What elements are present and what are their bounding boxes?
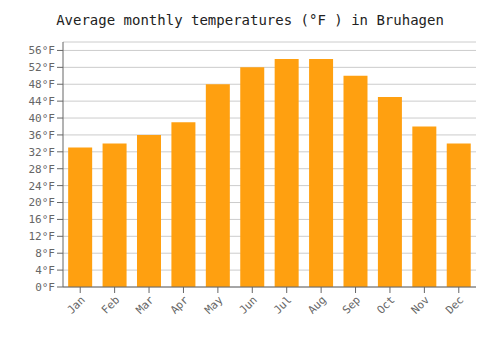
svg-text:24°F: 24°F <box>29 180 56 193</box>
svg-text:36°F: 36°F <box>29 129 56 142</box>
svg-text:48°F: 48°F <box>29 78 56 91</box>
svg-text:Jul: Jul <box>271 293 294 316</box>
svg-text:Feb: Feb <box>99 293 122 316</box>
svg-text:0°F: 0°F <box>35 281 55 294</box>
svg-text:Apr: Apr <box>168 293 192 317</box>
svg-text:28°F: 28°F <box>29 163 56 176</box>
svg-text:52°F: 52°F <box>29 61 56 74</box>
svg-text:8°F: 8°F <box>35 247 55 260</box>
svg-text:4°F: 4°F <box>35 264 55 277</box>
svg-text:16°F: 16°F <box>29 213 56 226</box>
svg-text:12°F: 12°F <box>29 230 56 243</box>
svg-text:44°F: 44°F <box>29 95 56 108</box>
svg-text:May: May <box>202 293 226 317</box>
svg-text:Mar: Mar <box>133 293 157 317</box>
svg-text:Jun: Jun <box>237 293 260 316</box>
svg-text:Oct: Oct <box>374 293 397 316</box>
svg-text:20°F: 20°F <box>29 196 56 209</box>
html-text:Average monthly temperatures (: Average monthly temperatures (°F ) in Br… <box>56 12 444 28</box>
svg-text:Dec: Dec <box>443 293 466 316</box>
svg-text:Nov: Nov <box>409 293 433 317</box>
svg-text:56°F: 56°F <box>29 44 56 57</box>
svg-text:Sep: Sep <box>340 293 363 316</box>
svg-text:32°F: 32°F <box>29 146 56 159</box>
svg-text:40°F: 40°F <box>29 112 56 125</box>
svg-text:Jan: Jan <box>65 293 88 316</box>
svg-text:Aug: Aug <box>306 293 329 316</box>
